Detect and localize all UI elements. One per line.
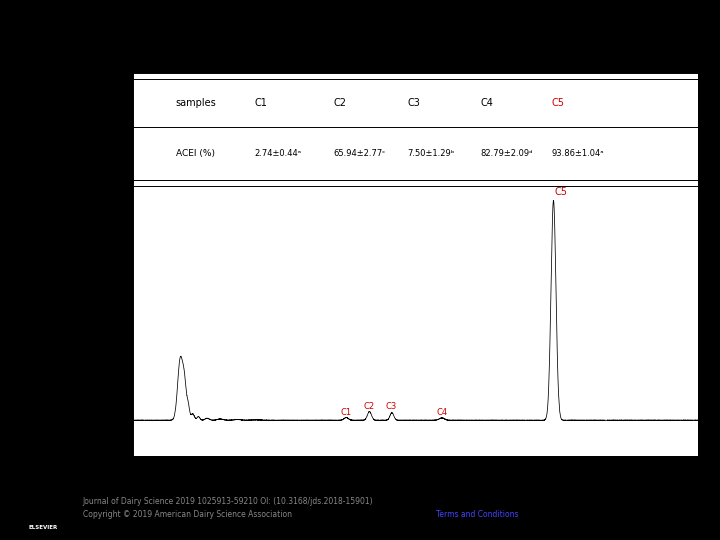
Text: C3: C3 bbox=[385, 402, 397, 411]
X-axis label: Time (min): Time (min) bbox=[384, 481, 448, 494]
Text: C1: C1 bbox=[255, 98, 268, 108]
Text: Terms and Conditions: Terms and Conditions bbox=[436, 510, 518, 518]
Text: C5: C5 bbox=[552, 98, 564, 108]
Text: C5: C5 bbox=[554, 187, 567, 197]
Text: 7.50±1.29ᵇ: 7.50±1.29ᵇ bbox=[408, 149, 455, 158]
Text: C2: C2 bbox=[364, 402, 375, 410]
Text: 65.94±2.77ᶜ: 65.94±2.77ᶜ bbox=[334, 149, 386, 158]
Text: C4: C4 bbox=[481, 98, 494, 108]
Text: C4: C4 bbox=[436, 408, 447, 417]
Text: ELSEVIER: ELSEVIER bbox=[29, 525, 58, 530]
Text: C3: C3 bbox=[408, 98, 420, 108]
Y-axis label: Absorbance 228 nm (mAU): Absorbance 228 nm (mAU) bbox=[78, 251, 89, 392]
Text: Copyright © 2019 American Dairy Science Association: Copyright © 2019 American Dairy Science … bbox=[83, 510, 294, 518]
Text: C2: C2 bbox=[334, 98, 347, 108]
Text: 🌳: 🌳 bbox=[39, 504, 48, 518]
Text: ACEI (%): ACEI (%) bbox=[176, 149, 215, 158]
Text: 2.74±0.44ᵃ: 2.74±0.44ᵃ bbox=[255, 149, 302, 158]
Text: samples: samples bbox=[176, 98, 216, 108]
Text: 93.86±1.04ᵃ: 93.86±1.04ᵃ bbox=[552, 149, 604, 158]
Text: 82.79±2.09ᵈ: 82.79±2.09ᵈ bbox=[481, 149, 534, 158]
Text: C1: C1 bbox=[341, 408, 352, 417]
Text: Journal of Dairy Science 2019 1025913-59210 OI: (10.3168/jds.2018-15901): Journal of Dairy Science 2019 1025913-59… bbox=[83, 497, 374, 505]
Text: Figure 2: Figure 2 bbox=[332, 19, 388, 33]
